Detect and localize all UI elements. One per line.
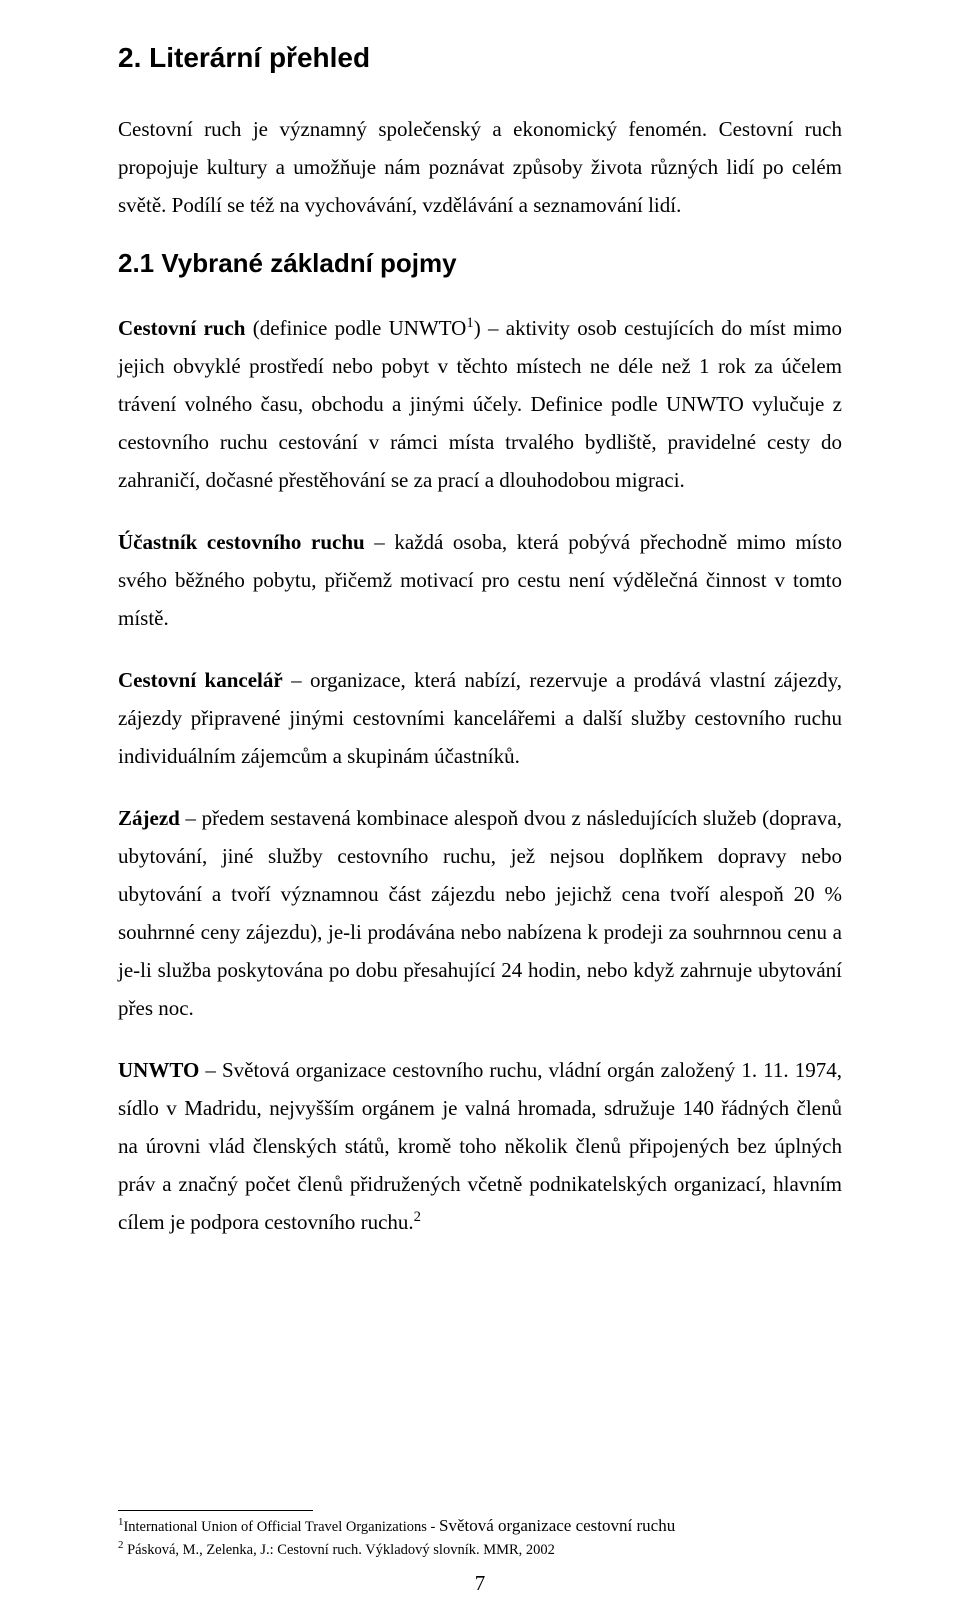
term-label: Cestovní ruch — [118, 316, 245, 340]
footnotes-block: 1International Union of Official Travel … — [118, 1510, 842, 1560]
term-label: Účastník cestovního ruchu — [118, 530, 365, 554]
footnote-1: 1International Union of Official Travel … — [118, 1515, 842, 1538]
term-text-b: ) – aktivity osob cestujících do míst mi… — [118, 316, 842, 492]
term-ucastnik: Účastník cestovního ruchu – každá osoba,… — [118, 523, 842, 637]
term-zajezd: Zájezd – předem sestavená kombinace ales… — [118, 799, 842, 1027]
term-text-a: (definice podle UNWTO — [245, 316, 466, 340]
footnote-rule — [118, 1510, 313, 1511]
term-unwto: UNWTO – Světová organizace cestovního ru… — [118, 1051, 842, 1241]
term-label: Cestovní kancelář — [118, 668, 283, 692]
page-number: 7 — [0, 1571, 960, 1596]
term-text: – Světová organizace cestovního ruchu, v… — [118, 1058, 842, 1234]
footnote-text-b: Světová organizace cestovní ruchu — [439, 1516, 675, 1535]
footnote-2: 2 Pásková, M., Zelenka, J.: Cestovní ruc… — [118, 1538, 842, 1560]
footnote-ref-1: 1 — [466, 315, 473, 331]
footnote-text: Pásková, M., Zelenka, J.: Cestovní ruch.… — [123, 1541, 555, 1557]
term-label: Zájezd — [118, 806, 180, 830]
page: 2. Literární přehled Cestovní ruch je vý… — [0, 0, 960, 1610]
term-cestovni-kancelar: Cestovní kancelář – organizace, která na… — [118, 661, 842, 775]
term-text: – předem sestavená kombinace alespoň dvo… — [118, 806, 842, 1020]
footnote-text-a: International Union of Official Travel O… — [123, 1519, 439, 1535]
heading-sub: 2.1 Vybrané základní pojmy — [118, 248, 842, 279]
footnote-ref-2: 2 — [414, 1209, 421, 1225]
term-cestovni-ruch: Cestovní ruch (definice podle UNWTO1) – … — [118, 309, 842, 499]
intro-paragraph: Cestovní ruch je významný společenský a … — [118, 110, 842, 224]
heading-main: 2. Literární přehled — [118, 42, 842, 74]
term-label: UNWTO — [118, 1058, 199, 1082]
